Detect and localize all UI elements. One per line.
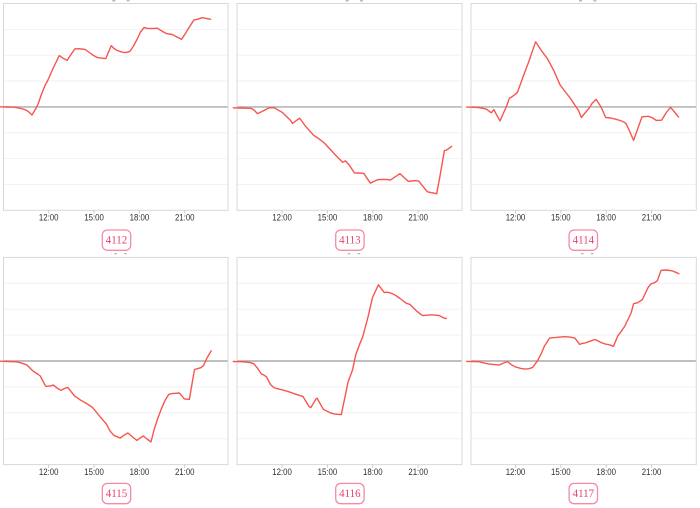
svg-text:21:00: 21:00	[642, 467, 662, 477]
svg-text:4115: 4115	[106, 488, 128, 500]
svg-text:4117: 4117	[573, 488, 595, 500]
svg-text:21:00: 21:00	[408, 467, 428, 477]
svg-text:12:00: 12:00	[506, 467, 526, 477]
svg-text:18:00: 18:00	[130, 213, 150, 223]
svg-text:15:00: 15:00	[84, 213, 104, 223]
svg-text:12:00: 12:00	[272, 213, 292, 223]
svg-text:4114: 4114	[573, 235, 595, 247]
svg-text:15:00: 15:00	[551, 213, 571, 223]
svg-text:18:00: 18:00	[596, 213, 616, 223]
svg-text:21:00: 21:00	[642, 213, 662, 223]
svg-text:18:00: 18:00	[363, 467, 383, 477]
svg-text:12:00: 12:00	[506, 213, 526, 223]
svg-text:12:00: 12:00	[39, 467, 59, 477]
svg-text:12:00: 12:00	[39, 213, 59, 223]
svg-text:15:00: 15:00	[318, 467, 338, 477]
svg-text:15:00: 15:00	[84, 467, 104, 477]
svg-text:4113: 4113	[339, 235, 361, 247]
svg-text:4116: 4116	[339, 488, 361, 500]
svg-text:21:00: 21:00	[175, 213, 195, 223]
svg-text:21:00: 21:00	[408, 213, 428, 223]
svg-text:18:00: 18:00	[596, 467, 616, 477]
svg-text:12:00: 12:00	[272, 467, 292, 477]
svg-text:15:00: 15:00	[551, 467, 571, 477]
svg-text:4112: 4112	[106, 235, 128, 247]
svg-text:15:00: 15:00	[318, 213, 338, 223]
svg-text:18:00: 18:00	[363, 213, 383, 223]
svg-text:18:00: 18:00	[130, 467, 150, 477]
svg-text:21:00: 21:00	[175, 467, 195, 477]
